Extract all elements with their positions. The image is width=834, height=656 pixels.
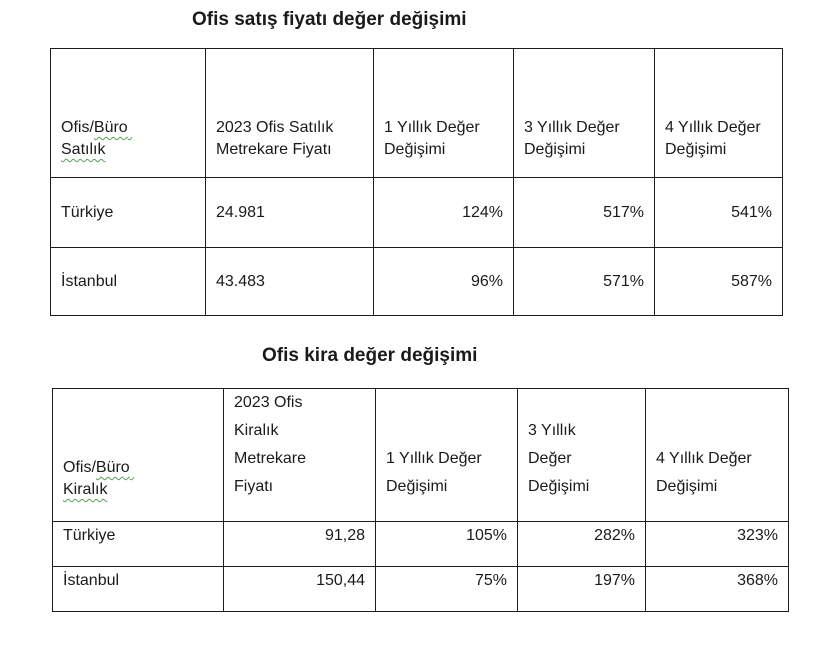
sales-table-title: Ofis satış fiyatı değer değişimi bbox=[192, 9, 467, 30]
table-header-row: Ofis/Büro Kiralık 2023 Ofis Kiralık Metre… bbox=[52, 388, 789, 522]
header-cell-1y-change: 1 Yıllık Değer Değişimi bbox=[373, 48, 514, 178]
change-4y-cell: 323% bbox=[645, 521, 789, 567]
table-row: Türkiye 91,28 105% 282% 323% bbox=[52, 521, 789, 567]
change-1y-cell: 124% bbox=[373, 177, 514, 248]
change-4y-cell: 541% bbox=[654, 177, 783, 248]
header-cell-price: 2023 Ofis Kiralık Metrekare Fiyatı bbox=[223, 388, 376, 522]
misspelled-word: Büro bbox=[95, 459, 130, 476]
change-3y-cell: 197% bbox=[517, 566, 646, 612]
misspelled-word: Büro bbox=[93, 119, 128, 136]
table-row: İstanbul 43.483 96% 571% 587% bbox=[50, 247, 783, 316]
table-header-row: Ofis/Büro Satılık 2023 Ofis Satılık Metre… bbox=[50, 48, 783, 178]
price-cell: 150,44 bbox=[223, 566, 376, 612]
change-3y-cell: 282% bbox=[517, 521, 646, 567]
header-cell-1y-change: 1 Yıllık Değer Değişimi bbox=[375, 388, 518, 522]
header-cell-3y-change: 3 Yıllık Değer Değişimi bbox=[517, 388, 646, 522]
price-cell: 91,28 bbox=[223, 521, 376, 567]
table-row: Türkiye 24.981 124% 517% 541% bbox=[50, 177, 783, 248]
header-cell-category: Ofis/Büro Kiralık bbox=[52, 388, 224, 522]
price-cell: 43.483 bbox=[205, 247, 374, 316]
change-3y-cell: 517% bbox=[513, 177, 655, 248]
country-cell: Türkiye bbox=[52, 521, 224, 567]
country-cell: İstanbul bbox=[50, 247, 206, 316]
header-label-prefix: Ofis/ bbox=[63, 459, 96, 476]
misspelled-word: Satılık bbox=[61, 141, 106, 158]
change-1y-cell: 105% bbox=[375, 521, 518, 567]
header-cell-category: Ofis/Büro Satılık bbox=[50, 48, 206, 178]
change-1y-cell: 75% bbox=[375, 566, 518, 612]
header-cell-3y-change: 3 Yıllık Değer Değişimi bbox=[513, 48, 655, 178]
header-cell-4y-change: 4 Yıllık Değer Değişimi bbox=[654, 48, 783, 178]
country-cell: Türkiye bbox=[50, 177, 206, 248]
header-cell-4y-change: 4 Yıllık Değer Değişimi bbox=[645, 388, 789, 522]
table-row: İstanbul 150,44 75% 197% 368% bbox=[52, 566, 789, 612]
change-3y-cell: 571% bbox=[513, 247, 655, 316]
country-cell: İstanbul bbox=[52, 566, 224, 612]
office-rent-table: Ofis/Büro Kiralık 2023 Ofis Kiralık Metre… bbox=[52, 388, 789, 612]
change-1y-cell: 96% bbox=[373, 247, 514, 316]
rent-table-title: Ofis kira değer değişimi bbox=[262, 345, 478, 366]
misspelled-word: Kiralık bbox=[63, 481, 108, 498]
price-cell: 24.981 bbox=[205, 177, 374, 248]
change-4y-cell: 587% bbox=[654, 247, 783, 316]
office-sales-table: Ofis/Büro Satılık 2023 Ofis Satılık Metre… bbox=[50, 48, 783, 316]
header-cell-price: 2023 Ofis Satılık Metrekare Fiyatı bbox=[205, 48, 374, 178]
header-label-prefix: Ofis/ bbox=[61, 119, 94, 136]
change-4y-cell: 368% bbox=[645, 566, 789, 612]
